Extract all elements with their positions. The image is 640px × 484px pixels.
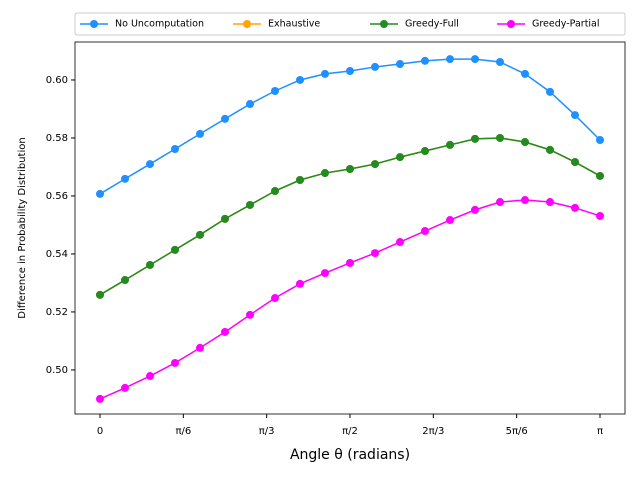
point bbox=[496, 198, 505, 207]
point bbox=[570, 203, 579, 212]
point bbox=[221, 327, 230, 336]
point bbox=[570, 158, 579, 167]
legend-label: Greedy-Partial bbox=[532, 19, 600, 30]
point bbox=[221, 214, 230, 223]
y-tick-label: 0.56 bbox=[46, 191, 68, 202]
point bbox=[420, 227, 429, 236]
legend-marker bbox=[90, 20, 98, 28]
y-tick-label: 0.50 bbox=[46, 365, 68, 376]
point bbox=[96, 394, 105, 403]
point bbox=[545, 87, 554, 96]
point bbox=[470, 134, 479, 143]
y-axis-label: Difference in Probability Distribution bbox=[17, 137, 28, 318]
point bbox=[320, 69, 329, 78]
x-tick-label: 2π/3 bbox=[422, 426, 444, 437]
point bbox=[346, 258, 354, 267]
point bbox=[346, 66, 354, 75]
point bbox=[595, 136, 604, 145]
point bbox=[96, 189, 105, 198]
point bbox=[170, 144, 179, 153]
point bbox=[371, 160, 380, 169]
point bbox=[246, 310, 255, 319]
legend-label: No Uncomputation bbox=[115, 19, 204, 30]
point bbox=[121, 174, 130, 183]
point bbox=[121, 276, 130, 285]
point bbox=[496, 133, 505, 142]
point bbox=[195, 230, 204, 239]
plot-frame bbox=[74, 41, 626, 415]
point bbox=[320, 269, 329, 278]
point bbox=[396, 60, 405, 69]
legend-box bbox=[74, 12, 626, 36]
point bbox=[195, 343, 204, 352]
point bbox=[271, 87, 280, 96]
x-tick-label: 0 bbox=[97, 426, 103, 437]
point bbox=[470, 55, 479, 64]
point bbox=[170, 358, 179, 367]
point bbox=[445, 216, 454, 225]
point bbox=[470, 205, 479, 214]
point bbox=[496, 58, 505, 67]
point bbox=[271, 294, 280, 303]
point bbox=[521, 196, 530, 205]
point bbox=[170, 245, 179, 254]
point bbox=[271, 187, 280, 196]
point bbox=[146, 160, 155, 169]
legend-label: Greedy-Full bbox=[405, 19, 459, 30]
x-tick-label: 5π/6 bbox=[506, 426, 528, 437]
point bbox=[246, 200, 255, 209]
point bbox=[371, 249, 380, 258]
point bbox=[121, 383, 130, 392]
x-axis-label: Angle θ (radians) bbox=[290, 447, 410, 463]
series-line bbox=[99, 199, 601, 400]
point bbox=[146, 372, 155, 381]
legend-label: Exhaustive bbox=[268, 19, 320, 30]
point bbox=[96, 290, 105, 299]
point bbox=[396, 153, 405, 162]
y-tick-label: 0.54 bbox=[46, 249, 68, 260]
point bbox=[420, 147, 429, 156]
point bbox=[295, 75, 304, 84]
point bbox=[371, 62, 380, 71]
y-tick-label: 0.52 bbox=[46, 307, 68, 318]
point bbox=[545, 198, 554, 207]
point bbox=[246, 100, 255, 109]
point bbox=[445, 140, 454, 149]
point bbox=[320, 169, 329, 178]
y-tick-label: 0.60 bbox=[46, 75, 68, 86]
point bbox=[396, 238, 405, 247]
legend-marker bbox=[243, 20, 251, 28]
series-line bbox=[99, 58, 601, 195]
series-line bbox=[99, 137, 601, 296]
point bbox=[295, 279, 304, 288]
point bbox=[221, 114, 230, 123]
point bbox=[545, 145, 554, 154]
x-tick-label: π/3 bbox=[259, 426, 275, 437]
point bbox=[595, 211, 604, 220]
x-tick-label: π/2 bbox=[342, 426, 358, 437]
point bbox=[420, 56, 429, 65]
y-tick-label: 0.58 bbox=[46, 133, 68, 144]
point bbox=[295, 176, 304, 185]
legend-marker bbox=[507, 20, 515, 28]
point bbox=[146, 260, 155, 269]
point bbox=[346, 164, 354, 173]
point bbox=[521, 138, 530, 147]
point bbox=[570, 111, 579, 120]
x-tick-label: π/6 bbox=[175, 426, 191, 437]
series-line bbox=[99, 137, 601, 296]
point bbox=[195, 129, 204, 138]
point bbox=[445, 55, 454, 64]
point bbox=[595, 171, 604, 180]
x-tick-label: π bbox=[597, 426, 603, 437]
legend-marker bbox=[380, 20, 388, 28]
point bbox=[521, 69, 530, 78]
